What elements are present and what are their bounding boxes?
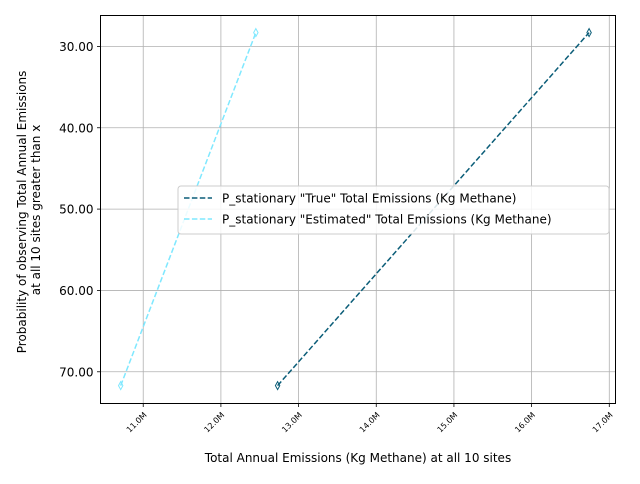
legend-label-true: P_stationary "True" Total Emissions (Kg … — [222, 192, 516, 206]
legend-box — [177, 185, 610, 235]
series-marker-0 — [586, 27, 592, 38]
x-axis-label: Total Annual Emissions (Kg Methane) at a… — [204, 451, 511, 465]
series-layer — [117, 27, 592, 391]
y-tick-label: 30.00 — [59, 40, 93, 54]
y-tick-label: 70.00 — [59, 365, 93, 379]
y-tick-label: 50.00 — [59, 203, 93, 217]
plot-frame — [100, 15, 616, 404]
y-axis-label: Probability of observing Total Annual Em… — [15, 67, 43, 353]
series-marker-1 — [117, 380, 124, 391]
legend-label-estimated: P_stationary "Estimated" Total Emissions… — [222, 213, 552, 227]
y-tick-label: 60.00 — [59, 284, 93, 298]
y-axis-label-line-1: Probability of observing Total Annual Em… — [15, 71, 29, 354]
series-marker-1 — [253, 27, 259, 38]
series-marker-0 — [274, 380, 281, 391]
y-axis-label-line-2: at all 10 sites greater than x — [29, 125, 43, 296]
series-line-0 — [277, 32, 590, 387]
legend: P_stationary "True" Total Emissions (Kg … — [177, 185, 610, 235]
y-tick-label: 40.00 — [59, 121, 93, 135]
